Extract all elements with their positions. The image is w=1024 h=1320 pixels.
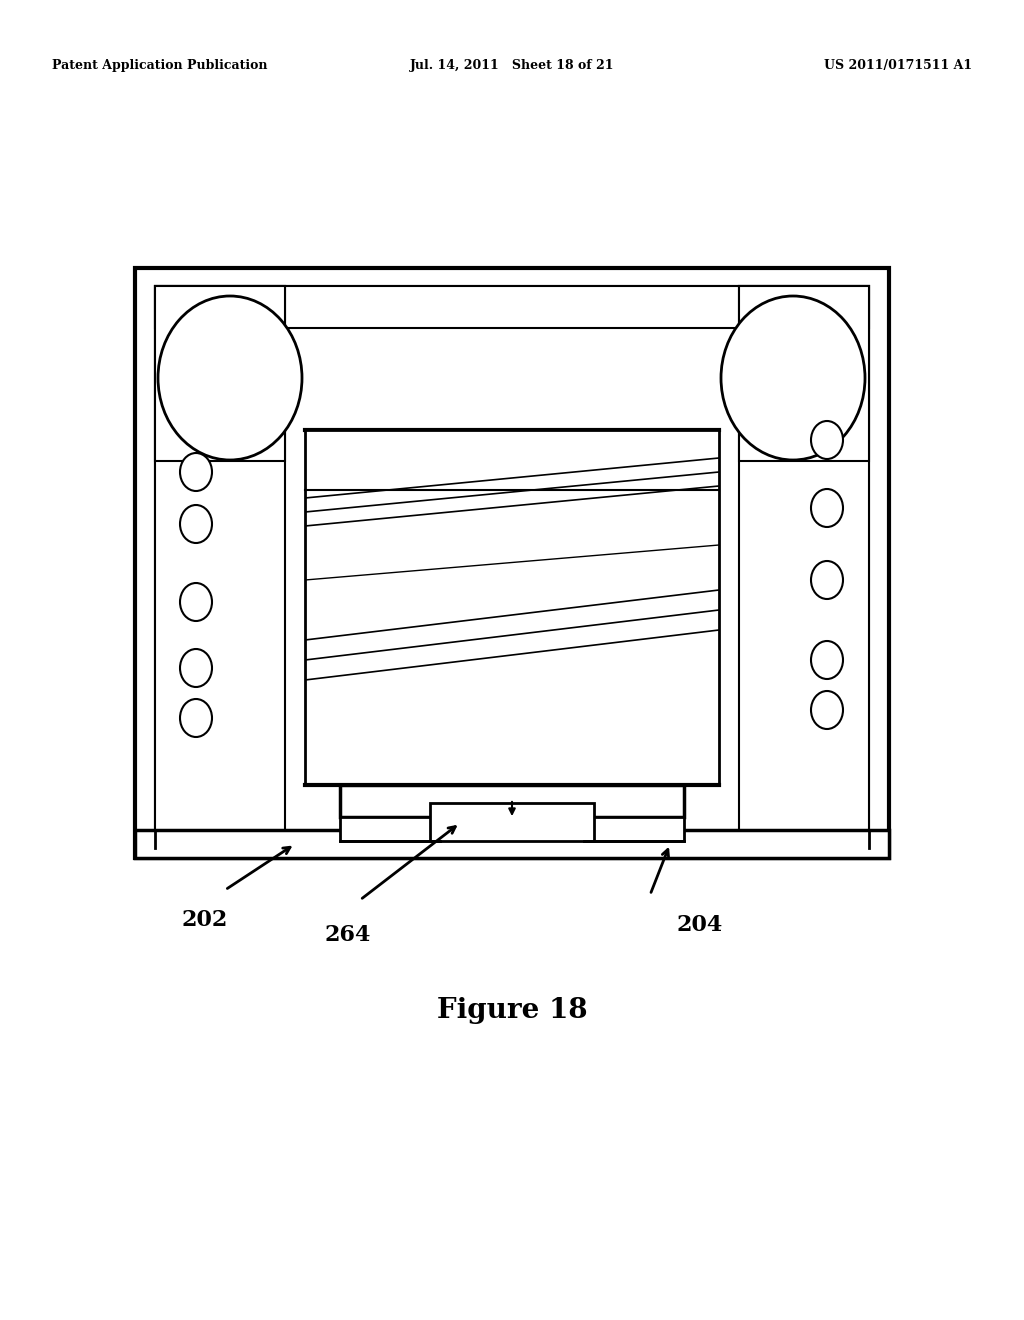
Bar [340,817,440,841]
Text: 204: 204 [677,913,723,936]
Bar [305,430,719,785]
Ellipse shape [180,700,212,737]
Text: 202: 202 [182,909,228,931]
Ellipse shape [180,506,212,543]
Ellipse shape [721,296,865,459]
Ellipse shape [811,690,843,729]
Text: Patent Application Publication: Patent Application Publication [52,58,267,71]
Ellipse shape [811,421,843,459]
Bar [430,803,594,841]
Ellipse shape [811,561,843,599]
Bar [155,286,285,840]
Bar [135,830,889,858]
Bar [155,286,869,840]
Ellipse shape [180,453,212,491]
Bar [155,286,869,327]
Ellipse shape [158,296,302,459]
Ellipse shape [180,583,212,620]
Bar [135,268,889,858]
Ellipse shape [811,642,843,678]
Text: Figure 18: Figure 18 [436,997,588,1023]
Text: 264: 264 [325,924,371,946]
Bar [340,785,684,817]
Bar [739,286,869,461]
Bar [739,286,869,840]
Bar [584,817,684,841]
Ellipse shape [811,488,843,527]
Bar [155,286,285,461]
Text: Jul. 14, 2011   Sheet 18 of 21: Jul. 14, 2011 Sheet 18 of 21 [410,58,614,71]
Ellipse shape [180,649,212,686]
Text: US 2011/0171511 A1: US 2011/0171511 A1 [824,58,972,71]
